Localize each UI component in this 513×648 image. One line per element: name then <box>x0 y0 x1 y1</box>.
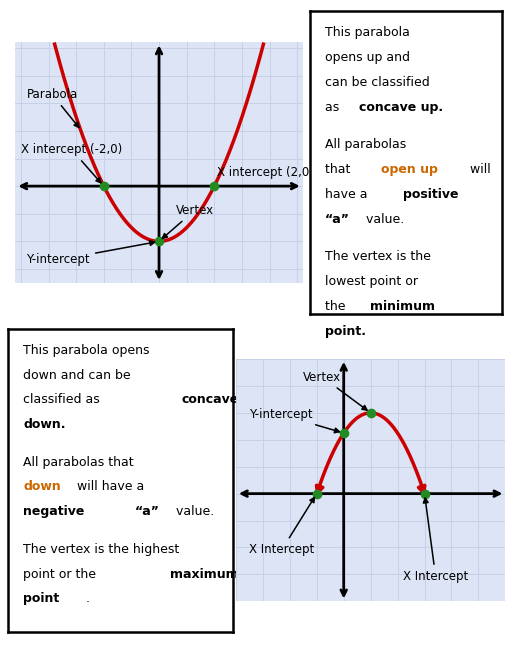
Text: “a”: “a” <box>135 505 160 518</box>
Text: The vertex is the highest: The vertex is the highest <box>24 542 180 555</box>
Text: The vertex is the: The vertex is the <box>325 250 431 263</box>
Text: This parabola: This parabola <box>325 26 410 39</box>
Text: will: will <box>466 163 490 176</box>
Text: concave up.: concave up. <box>359 101 443 114</box>
Text: value.: value. <box>362 213 404 226</box>
Text: classified as: classified as <box>24 393 104 406</box>
Text: maximum: maximum <box>170 568 239 581</box>
Text: Y-intercept: Y-intercept <box>249 408 340 433</box>
Text: open up: open up <box>381 163 438 176</box>
Text: point.: point. <box>325 325 366 338</box>
Text: point or the: point or the <box>24 568 101 581</box>
Text: Vertex: Vertex <box>163 203 214 238</box>
Text: opens up and: opens up and <box>325 51 410 64</box>
Text: that: that <box>325 163 354 176</box>
Text: X Intercept: X Intercept <box>249 498 314 556</box>
Text: minimum: minimum <box>370 300 435 313</box>
Text: All parabolas that: All parabolas that <box>24 456 138 469</box>
Text: down and can be: down and can be <box>24 369 131 382</box>
Text: X intercept (-2,0): X intercept (-2,0) <box>21 143 122 183</box>
Text: Parabola: Parabola <box>27 87 79 128</box>
Text: “a”: “a” <box>325 213 350 226</box>
Text: X Intercept: X Intercept <box>403 498 468 583</box>
Text: Vertex: Vertex <box>303 371 367 410</box>
Text: .: . <box>86 592 90 605</box>
Text: the: the <box>325 300 350 313</box>
Text: negative: negative <box>24 505 89 518</box>
Text: point: point <box>24 592 60 605</box>
Text: down: down <box>24 480 61 494</box>
Text: as: as <box>325 101 344 114</box>
Text: concave: concave <box>182 393 239 406</box>
Text: down.: down. <box>24 419 66 432</box>
Text: Y-intercept: Y-intercept <box>27 240 154 266</box>
Text: This parabola opens: This parabola opens <box>24 343 150 356</box>
Text: can be classified: can be classified <box>325 76 430 89</box>
Text: value.: value. <box>172 505 215 518</box>
Text: positive: positive <box>403 188 459 201</box>
Text: will have a: will have a <box>73 480 144 494</box>
Text: lowest point or: lowest point or <box>325 275 418 288</box>
Text: X intercept (2,0): X intercept (2,0) <box>217 166 314 179</box>
Text: have a: have a <box>325 188 372 201</box>
Text: All parabolas: All parabolas <box>325 138 406 151</box>
Text: open: open <box>238 456 273 469</box>
